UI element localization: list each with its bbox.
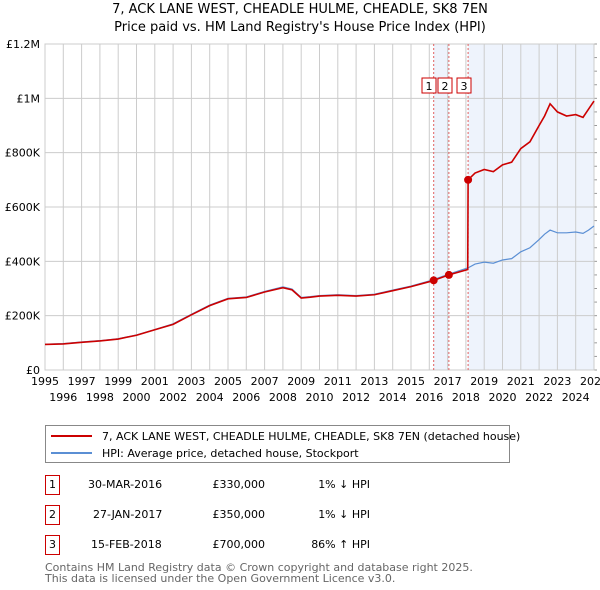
- y-tick-label: £1M: [17, 92, 41, 105]
- sale-row: 2 27-JAN-2017 £350,000 1% ↓ HPI: [45, 505, 545, 525]
- sale-point: [429, 276, 438, 285]
- x-tick-label: 2007: [251, 375, 279, 388]
- x-tick-label: 2019: [470, 375, 498, 388]
- sale-date: 15-FEB-2018: [91, 538, 162, 551]
- x-tick-label: 2016: [415, 391, 443, 404]
- sale-price: £350,000: [212, 508, 266, 521]
- sale-point: [464, 175, 473, 184]
- x-tick-label: 2001: [141, 375, 169, 388]
- y-tick-label: £600K: [5, 201, 41, 214]
- sale-row: 1 30-MAR-2016 £330,000 1% ↓ HPI: [45, 475, 545, 495]
- sale-number-badge: 3: [45, 535, 60, 555]
- y-tick-label: £400K: [5, 255, 41, 268]
- x-tick-label: 2017: [434, 375, 462, 388]
- sale-label-box: [437, 77, 453, 94]
- x-tick-label: 1998: [86, 391, 114, 404]
- sale-hpi-change: 1% ↓ HPI: [318, 478, 370, 491]
- x-tick-label: 2022: [525, 391, 553, 404]
- x-tick-label: 2021: [507, 375, 535, 388]
- sale-label: 3: [461, 80, 468, 93]
- footer-line1: Contains HM Land Registry data © Crown c…: [45, 561, 473, 574]
- x-tick-label: 2004: [196, 391, 224, 404]
- sale-label: 2: [442, 80, 449, 93]
- sale-date: 30-MAR-2016: [88, 478, 163, 491]
- chart-title: 7, ACK LANE WEST, CHEADLE HULME, CHEADLE…: [112, 2, 488, 17]
- y-tick-label: £200K: [5, 310, 41, 323]
- x-tick-label: 2000: [123, 391, 151, 404]
- legend-label-hpi: HPI: Average price, detached house, Stoc…: [102, 446, 359, 460]
- legend-swatch-hpi: [51, 452, 92, 454]
- x-tick-label: 2011: [324, 375, 352, 388]
- x-tick-label: 2015: [397, 375, 425, 388]
- x-tick-label: 2010: [306, 391, 334, 404]
- sale-number-badge: 1: [45, 475, 60, 495]
- footer-line2: This data is licensed under the Open Gov…: [45, 572, 396, 585]
- plot-area: 1995 1996 1997 1998 1999 2000 2001 2002 2003 2004…: [5, 38, 600, 404]
- chart-subtitle: Price paid vs. HM Land Registry's House …: [114, 20, 486, 35]
- legend-swatch-property: [51, 435, 92, 437]
- legend-label-property: 7, ACK LANE WEST, CHEADLE HULME, CHEADLE…: [102, 429, 521, 443]
- x-tick-label: 2003: [177, 375, 205, 388]
- sale-point: [444, 270, 453, 279]
- x-tick-label: 1995: [31, 375, 59, 388]
- sale-row: 3 15-FEB-2018 £700,000 86% ↑ HPI: [45, 535, 545, 555]
- x-tick-label: 1997: [68, 375, 96, 388]
- x-tick-label: 2024: [562, 391, 590, 404]
- legend-item-property: 7, ACK LANE WEST, CHEADLE HULME, CHEADLE…: [46, 428, 520, 444]
- property-line: [44, 100, 595, 346]
- sale-label-box: [421, 77, 437, 94]
- sale-price: £700,000: [212, 538, 266, 551]
- footer: Contains HM Land Registry data © Crown c…: [45, 562, 473, 584]
- y-tick-label: £0: [26, 364, 40, 377]
- sale-price: £330,000: [212, 478, 266, 491]
- x-tick-label: 2006: [232, 391, 260, 404]
- x-tick-label: 2008: [269, 391, 297, 404]
- sale-number-badge: 2: [45, 505, 60, 525]
- legend: 7, ACK LANE WEST, CHEADLE HULME, CHEADLE…: [45, 425, 520, 463]
- x-tick-label: 2020: [489, 391, 517, 404]
- x-tick-label: 2023: [543, 375, 571, 388]
- sale-hpi-change: 86% ↑ HPI: [311, 538, 370, 551]
- x-tick-label: 1999: [104, 375, 132, 388]
- y-tick-label: £1.2M: [6, 38, 40, 51]
- x-tick-label: 2005: [214, 375, 242, 388]
- legend-item-hpi: HPI: Average price, detached house, Stoc…: [46, 445, 359, 461]
- y-tick-label: £800K: [5, 147, 41, 160]
- x-tick-label: 2014: [379, 391, 407, 404]
- x-tick-label: 2009: [287, 375, 315, 388]
- x-tick-label: 2012: [342, 391, 370, 404]
- x-tick-label: 2013: [360, 375, 388, 388]
- x-tick-label: 2018: [452, 391, 480, 404]
- sale-date: 27-JAN-2017: [93, 508, 163, 521]
- x-tick-label: 2002: [159, 391, 187, 404]
- sale-label: 1: [426, 80, 433, 93]
- sale-hpi-change: 1% ↓ HPI: [318, 508, 370, 521]
- plot-border: [44, 43, 595, 371]
- sale-label-box: [456, 77, 472, 94]
- x-tick-label: 2025: [580, 375, 600, 388]
- x-tick-label: 1996: [49, 391, 77, 404]
